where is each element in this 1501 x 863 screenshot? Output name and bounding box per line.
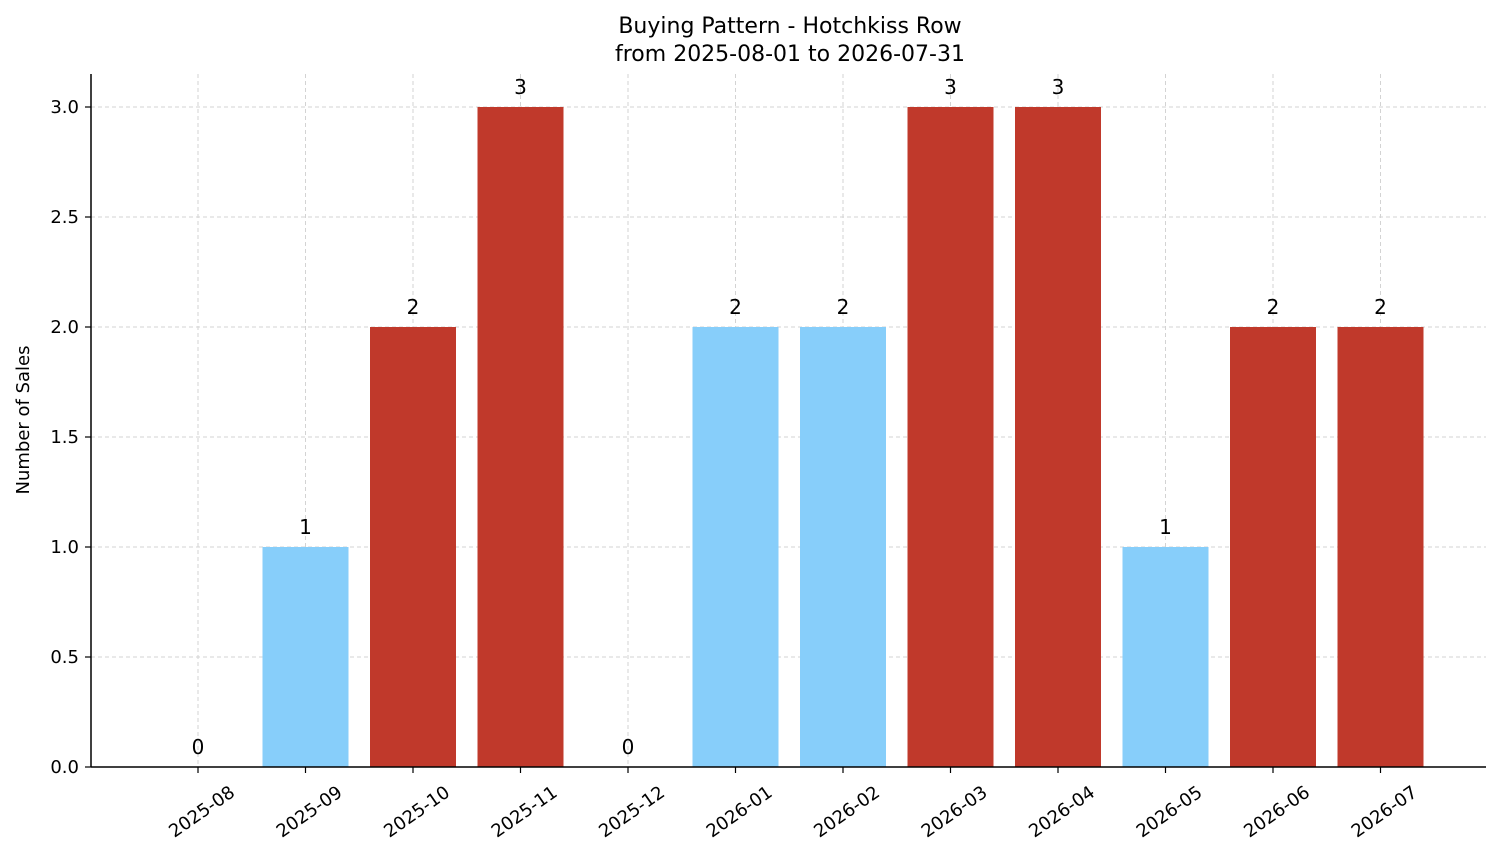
bar	[262, 547, 349, 767]
bar-value-label: 3	[514, 75, 527, 99]
chart-subtitle: from 2025-08-01 to 2026-07-31	[615, 42, 965, 67]
bar-value-label: 2	[1374, 295, 1387, 319]
x-tick-label: 2026-04	[1025, 782, 1099, 842]
bar	[370, 327, 456, 767]
bar	[907, 107, 994, 767]
y-tick-label: 2.0	[50, 317, 79, 338]
y-tick-label: 1.0	[50, 537, 79, 558]
axes	[90, 74, 1486, 768]
bar	[1122, 547, 1209, 767]
bar-value-label: 2	[1267, 295, 1280, 319]
bar	[692, 327, 779, 767]
bar-value-label: 1	[1159, 515, 1172, 539]
y-tick-label: 1.5	[50, 427, 79, 448]
x-tick-label: 2026-02	[810, 782, 884, 842]
bar-value-label: 2	[729, 295, 742, 319]
chart-title: Buying Pattern - Hotchkiss Row	[618, 14, 961, 39]
y-tick-label: 2.5	[50, 207, 79, 228]
bar	[477, 107, 564, 767]
y-axis-ticks: 0.0 0.5 1.0 1.5 2.0 2.5 3.0	[50, 97, 91, 778]
x-tick-label: 2025-09	[273, 782, 347, 842]
x-tick-label: 2026-06	[1240, 782, 1314, 842]
bar	[1230, 327, 1316, 767]
x-tick-label: 2025-10	[380, 782, 454, 842]
bar-value-label: 3	[1052, 75, 1065, 99]
x-axis-ticks: 2025-08 2025-09 2025-10 2025-11 2025-12 2026-…	[165, 767, 1421, 842]
x-tick-label: 2025-12	[595, 782, 669, 842]
x-tick-label: 2026-01	[703, 782, 777, 842]
x-tick-label: 2026-03	[918, 782, 992, 842]
bars	[262, 107, 1424, 767]
bar-value-label: 2	[407, 295, 420, 319]
x-tick-label: 2025-11	[488, 782, 562, 842]
y-tick-label: 0.5	[50, 647, 79, 668]
y-tick-label: 0.0	[50, 757, 79, 778]
bar-value-label: 1	[299, 515, 312, 539]
bar-value-label: 3	[944, 75, 957, 99]
y-tick-label: 3.0	[50, 97, 79, 118]
x-tick-label: 2026-05	[1133, 782, 1207, 842]
bar-labels: 0 1 2 3 0 2 2 3 3 1 2 2	[192, 75, 1387, 759]
bar-value-label: 0	[192, 735, 205, 759]
bar	[1337, 327, 1424, 767]
x-tick-label: 2025-08	[165, 782, 239, 842]
bar	[1015, 107, 1101, 767]
y-axis-title: Number of Sales	[13, 345, 34, 494]
bar	[800, 327, 886, 767]
bar-value-label: 0	[622, 735, 635, 759]
x-tick-label: 2026-07	[1348, 782, 1422, 842]
bar-value-label: 2	[837, 295, 850, 319]
